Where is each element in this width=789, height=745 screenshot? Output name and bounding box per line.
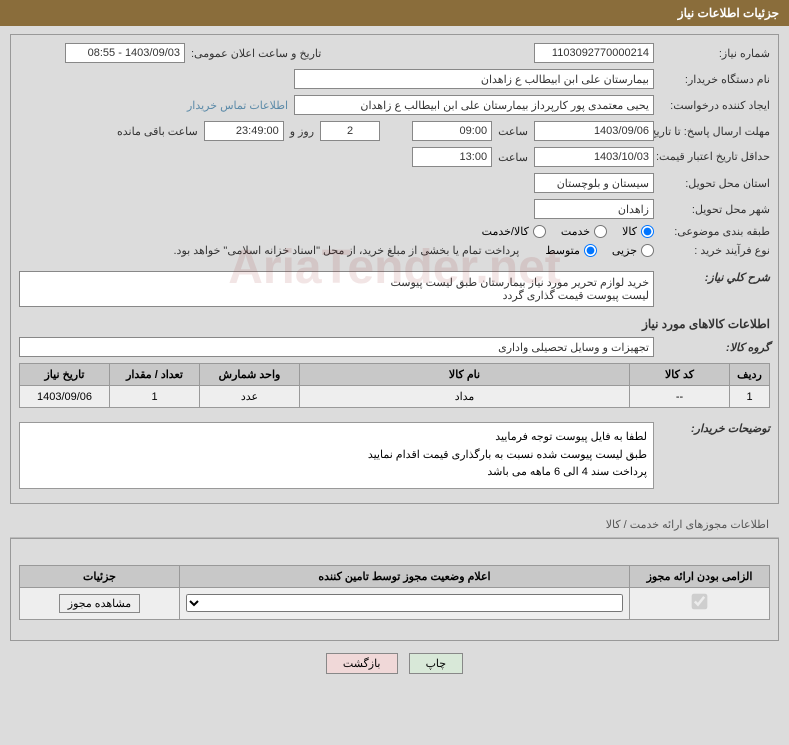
radio-service[interactable]: خدمت xyxy=(561,225,607,238)
goods-group-label: گروه کالا: xyxy=(660,341,770,354)
days-field: 2 xyxy=(320,121,380,141)
city-field: زاهدان xyxy=(534,199,654,219)
th-mandatory: الزامی بودن ارائه مجوز xyxy=(630,565,770,587)
province-field: سیستان و بلوچستان xyxy=(534,173,654,193)
th-row: ردیف xyxy=(730,364,770,386)
td-unit: عدد xyxy=(200,386,300,408)
td-status xyxy=(180,587,630,619)
buyer-org-field: بیمارستان علی ابن ابیطالب ع زاهدان xyxy=(294,69,654,89)
th-code: کد کالا xyxy=(630,364,730,386)
validity-date-field: 1403/10/03 xyxy=(534,147,654,167)
requester-label: ایجاد کننده درخواست: xyxy=(660,99,770,112)
th-name: نام کالا xyxy=(300,364,630,386)
goods-group-field: تجهیزات و وسایل تحصیلی واداری xyxy=(19,337,654,357)
summary-label: شرح کلي نياز: xyxy=(660,271,770,284)
time-label-2: ساعت xyxy=(498,151,528,164)
time-label-1: ساعت xyxy=(498,125,528,138)
th-qty: تعداد / مقدار xyxy=(110,364,200,386)
status-select[interactable] xyxy=(186,594,623,612)
page-header: جزئیات اطلاعات نیاز xyxy=(0,0,789,26)
td-date: 1403/09/06 xyxy=(20,386,110,408)
radio-service-label: خدمت xyxy=(561,225,590,238)
goods-info-title: اطلاعات کالاهای مورد نياز xyxy=(19,317,770,331)
td-row: 1 xyxy=(730,386,770,408)
need-number-field: 1103092770000214 xyxy=(534,43,654,63)
requester-field: یحیی معتمدی پور کارپرداز بیمارستان علی ا… xyxy=(294,95,654,115)
td-qty: 1 xyxy=(110,386,200,408)
city-label: شهر محل تحویل: xyxy=(660,203,770,216)
license-panel: الزامی بودن ارائه مجوز اعلام وضعیت مجوز … xyxy=(10,538,779,641)
announce-date-field: 1403/09/03 - 08:55 xyxy=(65,43,185,63)
main-panel: شماره نیاز: 1103092770000214 تاریخ و ساع… xyxy=(10,34,779,504)
button-row: چاپ بازگشت xyxy=(0,653,789,674)
buyer-org-label: نام دستگاه خریدار: xyxy=(660,73,770,86)
need-number-label: شماره نیاز: xyxy=(660,47,770,60)
mandatory-checkbox xyxy=(692,594,708,610)
radio-both[interactable]: کالا/خدمت xyxy=(482,225,546,238)
td-mandatory xyxy=(630,587,770,619)
validity-label: حداقل تاریخ اعتبار قیمت: تا تاریخ: xyxy=(660,150,770,164)
td-name: مداد xyxy=(300,386,630,408)
validity-time-field: 13:00 xyxy=(412,147,492,167)
radio-partial[interactable]: جزیی xyxy=(612,244,654,257)
radio-medium[interactable]: متوسط xyxy=(545,244,597,257)
remain-label: ساعت باقی مانده xyxy=(117,125,198,138)
days-label: روز و xyxy=(290,125,314,138)
contact-link[interactable]: اطلاعات تماس خریدار xyxy=(187,99,288,112)
license-table: الزامی بودن ارائه مجوز اعلام وضعیت مجوز … xyxy=(19,565,770,620)
view-license-button[interactable]: مشاهده مجوز xyxy=(59,594,140,613)
buyer-desc-label: توضیحات خریدار: xyxy=(660,422,770,435)
th-details: جزئیات xyxy=(20,565,180,587)
category-radio-group: کالا خدمت کالا/خدمت xyxy=(482,225,654,238)
remain-time-field: 23:49:00 xyxy=(204,121,284,141)
radio-medium-label: متوسط xyxy=(545,244,580,257)
radio-goods-label: کالا xyxy=(622,225,637,238)
license-row: مشاهده مجوز xyxy=(20,587,770,619)
deadline-label: مهلت ارسال پاسخ: تا تاریخ: xyxy=(660,125,770,138)
th-status: اعلام وضعیت مجوز توسط تامین کننده xyxy=(180,565,630,587)
radio-both-label: کالا/خدمت xyxy=(482,225,529,238)
radio-partial-label: جزیی xyxy=(612,244,637,257)
back-button[interactable]: بازگشت xyxy=(326,653,398,674)
radio-goods[interactable]: کالا xyxy=(622,225,654,238)
td-code: -- xyxy=(630,386,730,408)
deadline-date-field: 1403/09/06 xyxy=(534,121,654,141)
buyer-desc-box: لطفا به فایل پیوست توجه فرمایید طبق لیست… xyxy=(19,422,654,489)
purchase-note: پرداخت تمام یا بخشی از مبلغ خرید، از محل… xyxy=(174,244,520,257)
announce-date-label: تاریخ و ساعت اعلان عمومی: xyxy=(191,47,321,60)
td-details: مشاهده مجوز xyxy=(20,587,180,619)
th-unit: واحد شمارش xyxy=(200,364,300,386)
goods-table: ردیف کد کالا نام کالا واحد شمارش تعداد /… xyxy=(19,363,770,408)
purchase-type-label: نوع فرآیند خرید : xyxy=(660,244,770,257)
print-button[interactable]: چاپ xyxy=(409,653,464,674)
province-label: استان محل تحویل: xyxy=(660,177,770,190)
summary-field: خرید لوازم تحریر مورد نیاز بیمارستان طبق… xyxy=(19,271,654,307)
table-row: 1 -- مداد عدد 1 1403/09/06 xyxy=(20,386,770,408)
deadline-time-field: 09:00 xyxy=(412,121,492,141)
purchase-type-group: جزیی متوسط xyxy=(545,244,654,257)
category-label: طبقه بندی موضوعی: xyxy=(660,225,770,238)
th-date: تاریخ نیاز xyxy=(20,364,110,386)
license-section-title: اطلاعات مجوزهای ارائه خدمت / کالا xyxy=(10,512,779,538)
